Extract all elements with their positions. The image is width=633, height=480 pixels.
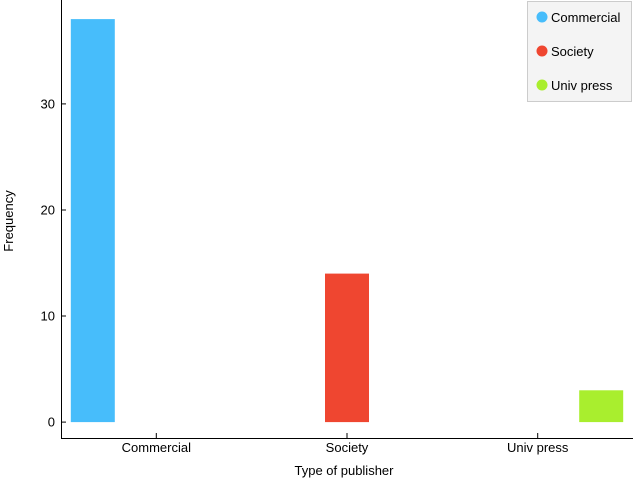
y-ticks: 0 10 20 30 (41, 96, 66, 430)
y-tick-label: 20 (41, 203, 55, 218)
x-ticks: Commercial Society Univ press (122, 433, 569, 455)
bar-commercial (70, 19, 115, 423)
x-tick-label: Univ press (507, 440, 569, 455)
legend-label: Univ press (551, 78, 613, 93)
x-tick-label: Commercial (122, 440, 191, 455)
legend-marker-commercial (536, 11, 548, 23)
y-tick-label: 0 (48, 415, 55, 430)
legend-label: Commercial (551, 10, 620, 25)
x-axis-title: Type of publisher (294, 463, 394, 478)
x-tick-label: Society (326, 440, 369, 455)
legend-marker-society (536, 45, 548, 57)
y-axis-title: Frequency (1, 190, 16, 252)
legend-label: Society (551, 44, 594, 59)
legend-entries: Commercial Society Univ press (536, 10, 620, 93)
y-tick-label: 10 (41, 309, 55, 324)
legend-marker-univ-press (536, 79, 548, 91)
y-tick-label: 30 (41, 96, 55, 111)
bar-society (325, 273, 369, 423)
legend: Commercial Society Univ press (527, 1, 632, 102)
bars (70, 19, 624, 423)
bar-univ-press (579, 390, 624, 423)
